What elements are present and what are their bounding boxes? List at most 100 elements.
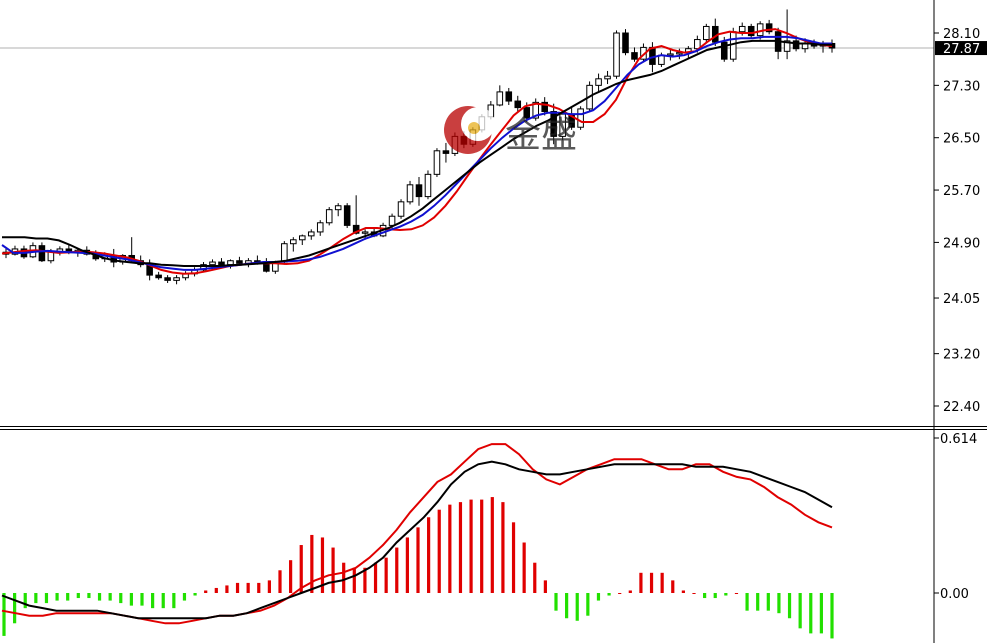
candle-down	[218, 261, 225, 266]
macd-tick-label: 0.00	[940, 587, 969, 602]
candle-up	[738, 25, 746, 33]
macd-bar-positive	[437, 509, 441, 593]
candle-up	[424, 173, 432, 198]
macd-bar-positive	[278, 570, 282, 593]
price-tick-label: 22.40	[943, 400, 980, 415]
macd-bar-positive	[267, 580, 271, 593]
macd-bar-positive	[649, 572, 654, 593]
moving-average-line	[1, 35, 832, 271]
macd-bar-negative	[798, 593, 802, 629]
candle-down	[236, 260, 243, 264]
macd-signal-line	[1, 460, 833, 620]
candle-up	[676, 52, 683, 55]
macd-bar-negative	[13, 593, 17, 624]
macd-bar-negative	[151, 593, 155, 609]
candle-up	[783, 40, 791, 52]
macd-bar-positive	[289, 560, 293, 593]
macd-bar-negative	[819, 593, 823, 634]
macd-bar-positive	[320, 537, 325, 593]
current-price-label: 27.87	[943, 42, 980, 57]
candle-up	[388, 215, 396, 226]
candle-down	[765, 23, 773, 33]
macd-bar-positive	[681, 590, 685, 593]
macd-bar-positive	[204, 590, 208, 593]
macd-bar-positive	[225, 585, 229, 593]
candle-up	[577, 108, 584, 128]
candle-up	[227, 260, 234, 266]
candle-up	[604, 75, 611, 80]
price-tick-label: 28.10	[943, 27, 980, 42]
candle-up	[290, 239, 297, 245]
candle-up	[667, 53, 674, 56]
price-tick-label: 23.20	[943, 348, 980, 363]
macd-bar-positive	[543, 580, 547, 593]
macd-bar-positive	[458, 502, 463, 593]
moving-average-line	[1, 28, 833, 275]
macd-bar-negative	[87, 593, 91, 599]
macd-bar-negative	[586, 593, 590, 616]
macd-bar-negative	[140, 593, 144, 606]
candle-up	[325, 209, 333, 224]
candle-down	[622, 32, 629, 54]
candle-down	[550, 111, 557, 137]
candle-up	[173, 277, 180, 281]
macd-bar-negative	[554, 593, 558, 611]
candle-down	[38, 245, 46, 262]
macd-bar-positive	[363, 567, 367, 593]
macd-bar-positive	[501, 502, 505, 593]
macd-bar-positive	[310, 534, 314, 593]
price-tick-label: 26.50	[943, 132, 980, 147]
macd-bar-positive	[533, 562, 537, 593]
candle-up	[209, 261, 216, 266]
macd-bar-negative	[108, 593, 112, 601]
macd-bar-positive	[246, 582, 250, 593]
candle-up	[406, 184, 414, 203]
macd-bar-negative	[766, 593, 770, 611]
macd-bar-positive	[331, 547, 335, 593]
macd-bar-negative	[44, 593, 49, 604]
macd-bar-negative	[756, 593, 760, 611]
macd-bar-positive	[427, 517, 431, 593]
candle-up	[281, 243, 288, 263]
moving-average-line	[2, 39, 832, 267]
macd-bar-positive	[618, 593, 622, 594]
macd-bar-positive	[628, 590, 632, 593]
macd-bar-positive	[511, 522, 516, 593]
candle-down	[164, 277, 171, 281]
macd-bar-positive	[692, 593, 696, 594]
macd-bar-positive	[480, 499, 484, 593]
macd-bar-positive	[522, 542, 526, 593]
macd-bar-positive	[384, 557, 388, 593]
macd-bar-positive	[235, 582, 240, 593]
candle-up	[307, 231, 315, 237]
candle-up	[595, 78, 602, 86]
macd-bar-negative	[172, 593, 176, 609]
macd-bar-negative	[2, 593, 6, 636]
macd-bar-negative	[565, 593, 569, 619]
candle-down	[792, 40, 800, 50]
watermark-logo: 金盛	[444, 106, 577, 156]
macd-bar-positive	[448, 504, 452, 593]
macd-bar-positive	[352, 567, 356, 593]
macd-bar-positive	[490, 497, 494, 593]
macd-bar-negative	[55, 593, 59, 601]
macd-bar-positive	[660, 572, 664, 593]
macd-bar-negative	[76, 593, 80, 599]
watermark-dot	[468, 122, 480, 134]
macd-bar-positive	[405, 537, 409, 593]
candle-up	[496, 91, 504, 106]
macd-bar-positive	[299, 545, 303, 593]
price-tick-label: 25.70	[943, 184, 980, 199]
candle-up	[613, 32, 620, 77]
candle-up	[334, 205, 342, 211]
macd-bar-negative	[193, 593, 197, 596]
candle-down	[523, 107, 531, 119]
candle-up	[361, 231, 369, 234]
macd-bar-negative	[745, 593, 749, 611]
candle-down	[155, 274, 162, 279]
candle-down	[442, 150, 450, 154]
macd-bar-negative	[703, 593, 707, 599]
candle-up	[316, 222, 324, 233]
macd-bar-positive	[342, 562, 346, 593]
